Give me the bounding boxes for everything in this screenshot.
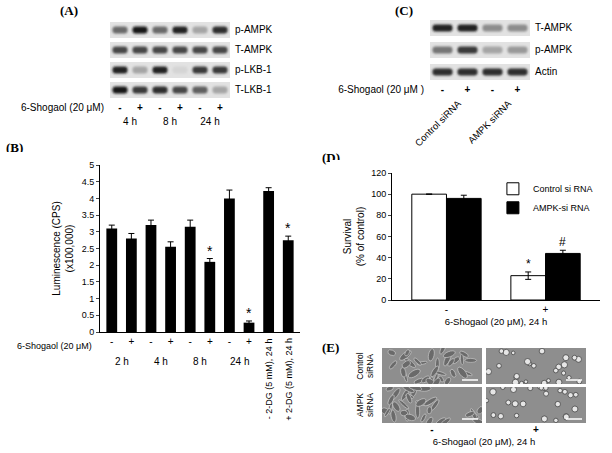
svg-text:6-Shogaol (20 μM), 24 h: 6-Shogaol (20 μM), 24 h — [445, 316, 548, 327]
svg-text:*: * — [207, 243, 213, 259]
svg-text:+: + — [207, 336, 213, 347]
html-text:6-Shogaol (20 μM ): 6-Shogaol (20 μM ) — [338, 84, 424, 95]
html-text:(D): (D) — [322, 150, 340, 165]
svg-text:+: + — [128, 336, 134, 347]
html-text:24 h: 24 h — [200, 116, 220, 127]
html-text:T-AMPK: T-AMPK — [235, 44, 273, 55]
svg-text:Control si RNA: Control si RNA — [533, 184, 593, 194]
html-text:6-Shogaol (20 μM), 24 h: 6-Shogaol (20 μM), 24 h — [432, 436, 536, 447]
svg-text:*: * — [285, 220, 291, 236]
svg-text:0.5: 0.5 — [82, 310, 95, 320]
svg-text:40: 40 — [376, 253, 386, 263]
svg-text:4 h: 4 h — [154, 356, 168, 367]
html-text:p-LKB-1: p-LKB-1 — [235, 64, 272, 75]
svg-text:-: - — [189, 336, 192, 347]
html-text:Control: Control — [355, 352, 365, 380]
svg-text:Luminescence (CPS)(x100,000): Luminescence (CPS)(x100,000) — [51, 201, 75, 295]
svg-text:*: * — [526, 257, 531, 271]
svg-text:8 h: 8 h — [193, 356, 207, 367]
svg-text:6-Shogaol (20 μM): 6-Shogaol (20 μM) — [17, 341, 92, 351]
html-text:AMPK siRNA: AMPK siRNA — [465, 98, 513, 146]
html-text:siRNA: siRNA — [365, 354, 375, 378]
html-text:p-AMPK: p-AMPK — [235, 24, 273, 35]
svg-text:0: 0 — [89, 327, 94, 337]
html-text:Actin: Actin — [535, 66, 558, 77]
svg-text:20: 20 — [376, 274, 386, 284]
html-text:6-Shogaol (20 μM): 6-Shogaol (20 μM) — [21, 102, 104, 113]
svg-text:100: 100 — [371, 189, 386, 199]
svg-text:-: - — [228, 336, 231, 347]
svg-text:4.5: 4.5 — [82, 177, 95, 187]
svg-text:AMPK-si RNA: AMPK-si RNA — [533, 203, 590, 213]
svg-text:*: * — [246, 305, 252, 321]
html-text:(A): (A) — [60, 3, 78, 18]
html-text:8 h: 8 h — [163, 116, 177, 127]
html-text:T-LKB-1: T-LKB-1 — [235, 84, 272, 95]
svg-text:2 h: 2 h — [115, 356, 129, 367]
html-text:p-AMPK: p-AMPK — [535, 44, 573, 55]
html-text:(E): (E) — [322, 340, 340, 355]
svg-text:24 h: 24 h — [230, 356, 249, 367]
html-text:AMPK: AMPK — [355, 393, 365, 417]
svg-text:4: 4 — [89, 194, 94, 204]
svg-text:-: - — [445, 304, 448, 315]
html-text:Control siRNA: Control siRNA — [412, 98, 463, 149]
svg-text:-: - — [110, 336, 113, 347]
svg-text:+ 2-DG (5 mM), 24 h: + 2-DG (5 mM), 24 h — [284, 338, 294, 421]
svg-text:+: + — [543, 304, 549, 315]
svg-text:- 2-DG (5 mM), 24 h: - 2-DG (5 mM), 24 h — [264, 339, 274, 420]
html-text:(C): (C) — [395, 3, 413, 18]
svg-text:Survival(% of control): Survival(% of control) — [342, 207, 366, 266]
html-text:(B): (B) — [6, 140, 24, 155]
svg-text:#: # — [559, 235, 566, 249]
html-text:4 h: 4 h — [123, 116, 137, 127]
svg-text:-: - — [149, 336, 152, 347]
svg-text:+: + — [246, 336, 252, 347]
svg-text:5: 5 — [89, 160, 94, 170]
svg-text:2: 2 — [89, 260, 94, 270]
svg-text:1.5: 1.5 — [82, 277, 95, 287]
svg-text:3.5: 3.5 — [82, 210, 95, 220]
svg-text:60: 60 — [376, 232, 386, 242]
html-text:T-AMPK: T-AMPK — [535, 22, 573, 33]
svg-text:0: 0 — [381, 295, 386, 305]
svg-text:3: 3 — [89, 227, 94, 237]
svg-text:80: 80 — [376, 210, 386, 220]
svg-text:120: 120 — [371, 168, 386, 178]
svg-text:2.5: 2.5 — [82, 244, 95, 254]
html-text:siRNA: siRNA — [365, 393, 375, 417]
svg-text:1: 1 — [89, 294, 94, 304]
svg-text:+: + — [168, 336, 174, 347]
